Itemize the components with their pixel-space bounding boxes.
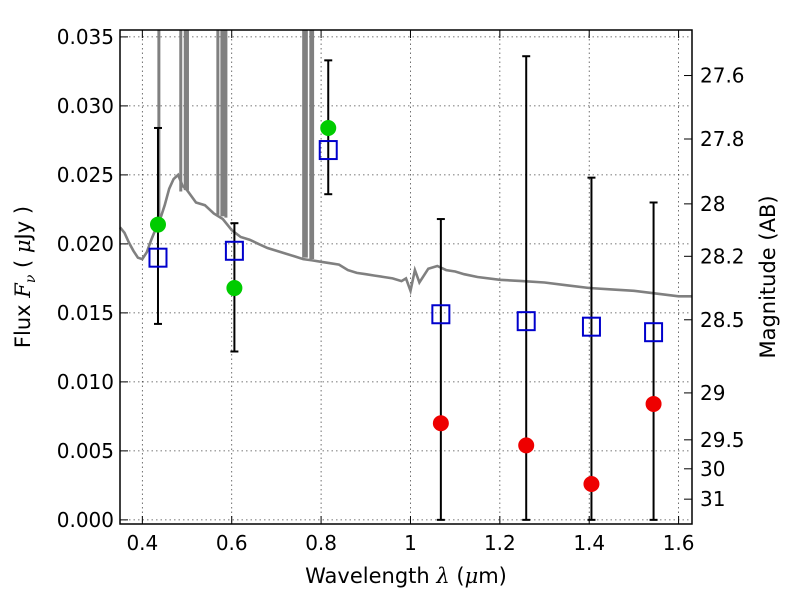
upper-limits-marker: [645, 395, 662, 412]
x-tick-label: 0.4: [126, 531, 158, 555]
upper-limits-marker: [518, 437, 535, 454]
y-tick-label: 0.005: [57, 439, 114, 463]
right-axis-ticks: 27.6 27.8 28 28.2 28.5 29 29.5 30 31: [684, 64, 745, 511]
y-axis-label: Flux Fν ( μJy ): [11, 206, 39, 348]
right-axis-label: Magnitude (AB): [756, 195, 780, 358]
detections-marker: [226, 280, 243, 297]
right-tick-label: 28: [700, 192, 725, 216]
y-tick-label: 0.035: [57, 25, 114, 49]
y-tick-label: 0.020: [57, 232, 114, 256]
right-tick-label: 29: [700, 381, 725, 405]
x-tick-label: 1.6: [663, 531, 695, 555]
model-marker: [644, 322, 664, 343]
y-tick-label: 0.015: [57, 301, 114, 325]
model-marker: [431, 304, 451, 325]
x-tick-label: 0.6: [216, 531, 248, 555]
detections-marker: [149, 216, 166, 233]
x-tick-label: 0.8: [305, 531, 337, 555]
model-marker: [516, 311, 536, 332]
x-tick-label: 1.4: [573, 531, 605, 555]
model-marker: [318, 140, 338, 161]
plot-frame: [119, 29, 693, 525]
x-tick-label: 1.2: [484, 531, 516, 555]
data-markers: [148, 119, 664, 492]
spectrum-continuum: [118, 172, 692, 298]
detections-marker: [320, 119, 337, 136]
x-tick-label: 1: [404, 531, 417, 555]
x-axis-ticks: 0.4 0.6 0.8 1 1.2 1.4 1.6: [126, 30, 695, 555]
right-tick-label: 31: [700, 487, 725, 511]
model-marker: [224, 240, 244, 261]
y-axis-ticks: 0.000 0.005 0.010 0.015 0.020 0.025 0.030 0.035: [57, 25, 128, 532]
y-tick-label: 0.030: [57, 94, 114, 118]
model-marker: [148, 247, 168, 268]
right-tick-label: 29.5: [700, 428, 745, 452]
x-axis-label: Wavelength λ (μm): [305, 564, 507, 588]
grid: [120, 30, 692, 524]
right-tick-label: 28.5: [700, 308, 745, 332]
y-tick-label: 0.010: [57, 370, 114, 394]
model-spectrum: [118, 30, 692, 298]
right-tick-label: 28.2: [700, 244, 745, 268]
y-tick-label: 0.000: [57, 508, 114, 532]
y-tick-label: 0.025: [57, 163, 114, 187]
model-marker: [581, 316, 601, 337]
upper-limits-marker: [583, 475, 600, 492]
right-tick-label: 27.8: [700, 127, 745, 151]
right-tick-label: 27.6: [700, 64, 745, 88]
upper-limits-marker: [432, 415, 449, 432]
right-tick-label: 30: [700, 457, 725, 481]
